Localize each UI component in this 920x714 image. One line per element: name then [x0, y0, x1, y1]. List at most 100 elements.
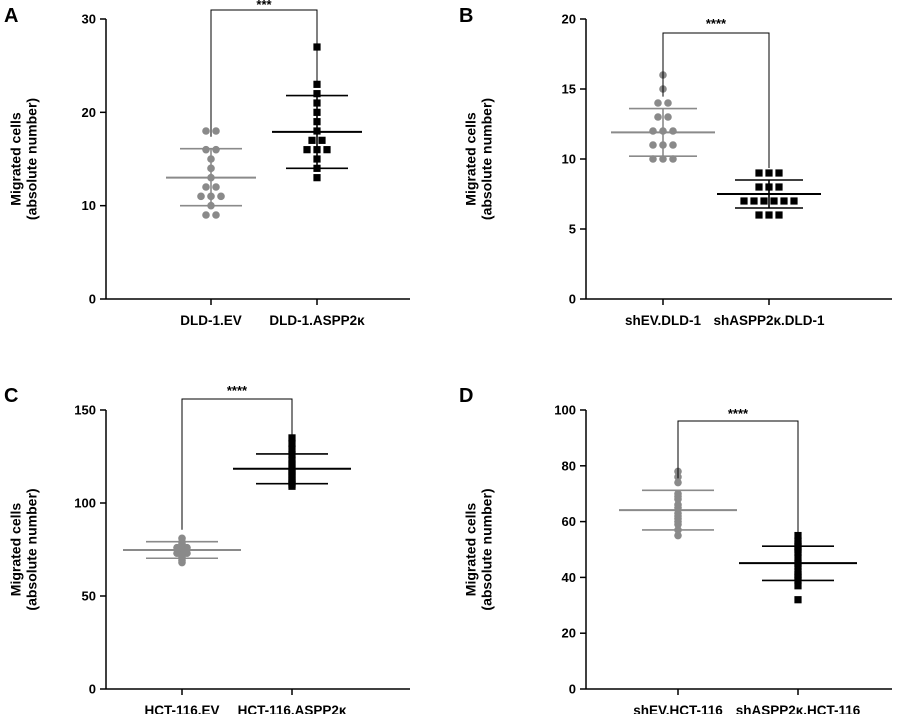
data-point [202, 127, 210, 135]
y-axis-label-line2: (absolute number) [24, 488, 40, 610]
y-tick-label: 20 [562, 626, 576, 641]
significance-label: **** [227, 383, 248, 398]
y-axis-label: Migrated cells(absolute number) [8, 98, 40, 220]
data-point [212, 145, 220, 154]
data-point [649, 155, 657, 163]
data-point [212, 183, 220, 191]
x-category-label: HCT-116.ASPP2κ [238, 703, 347, 714]
data-point [669, 155, 677, 163]
y-tick-label: 0 [89, 682, 96, 697]
y-tick-label: 20 [562, 12, 576, 27]
panel-c: C Migrated cells(absolute number) 0 50 100 15… [4, 383, 410, 714]
data-point [664, 113, 672, 121]
y-tick-label: 5 [569, 222, 576, 237]
data-point [649, 141, 657, 149]
data-point [760, 197, 768, 205]
significance-label: *** [256, 0, 272, 12]
data-point [212, 211, 220, 219]
data-point [178, 558, 186, 567]
data-point [775, 169, 783, 177]
y-axis-label: Migrated cells(absolute number) [8, 488, 40, 610]
data-point [308, 136, 316, 144]
y-axis-label-line1: Migrated cells [8, 112, 24, 206]
data-point [740, 197, 748, 205]
data-point [202, 183, 210, 191]
panel-d: D Migrated cells(absolute number) 0 20 40 60 8… [459, 385, 892, 714]
data-point [794, 596, 802, 604]
data-point [775, 183, 783, 191]
y-tick-label: 40 [562, 570, 576, 585]
data-point [202, 145, 210, 154]
data-point [303, 146, 311, 154]
data-point [669, 127, 677, 135]
significance-bracket [662, 32, 770, 168]
y-tick-label: 100 [74, 496, 96, 511]
x-category-label: shEV.HCT-116 [633, 703, 723, 714]
data-point [755, 169, 763, 177]
panel-letter: D [459, 385, 473, 407]
x-category-label: HCT-116.EV [144, 703, 219, 714]
data-point [288, 445, 296, 453]
data-point [288, 482, 296, 490]
x-category-label: shEV.DLD-1 [625, 313, 702, 328]
y-tick-label: 0 [569, 682, 576, 697]
data-point [217, 192, 225, 201]
x-category-label: DLD-1.ASPP2κ [269, 313, 365, 328]
x-category-label: DLD-1.EV [180, 313, 242, 328]
y-axis-label: Migrated cells(absolute number) [463, 98, 495, 220]
y-axis-label-line2: (absolute number) [479, 98, 495, 220]
y-tick-label: 50 [82, 589, 96, 604]
y-tick-label: 10 [562, 152, 576, 167]
y-tick-label: 100 [554, 403, 576, 418]
data-point [794, 531, 802, 540]
data-point [313, 174, 321, 182]
data-point [750, 197, 758, 205]
data-point [197, 192, 205, 201]
panel-letter: C [4, 385, 18, 407]
y-tick-label: 30 [82, 12, 96, 27]
data-point [202, 211, 210, 219]
data-point [654, 113, 662, 121]
y-axis-label-line2: (absolute number) [24, 98, 40, 220]
data-point [288, 439, 296, 448]
data-point [755, 183, 763, 191]
y-axis-label-line1: Migrated cells [463, 112, 479, 206]
data-point [790, 197, 798, 205]
significance-bracket [677, 420, 799, 535]
y-tick-label: 60 [562, 514, 576, 529]
panel-a: A Migrated cells(absolute number) 0 10 20 30 D… [4, 0, 410, 328]
significance-bracket [181, 398, 293, 530]
y-tick-label: 20 [82, 105, 96, 120]
data-point [669, 141, 677, 149]
significance-label: **** [706, 16, 727, 31]
panel-letter: A [4, 5, 18, 27]
y-tick-label: 10 [82, 198, 96, 213]
y-tick-label: 0 [89, 292, 96, 307]
data-point [674, 478, 682, 487]
data-point [323, 146, 331, 154]
y-axis-label: Migrated cells(absolute number) [463, 488, 495, 610]
significance-bracket [210, 9, 318, 137]
x-category-label: shASPP2κ.HCT-116 [736, 703, 861, 714]
data-point [318, 136, 326, 144]
y-tick-label: 150 [74, 403, 96, 418]
data-point [649, 127, 657, 135]
data-point [212, 127, 220, 135]
panel-letter: B [459, 5, 473, 27]
data-point [765, 169, 773, 177]
y-tick-label: 15 [562, 82, 576, 97]
data-point [654, 99, 662, 107]
panel-b: B Migrated cells(absolute number) 0 5 10 15 20… [459, 5, 892, 328]
data-point [313, 90, 321, 98]
y-axis-label-line1: Migrated cells [463, 503, 479, 597]
x-category-label: shASPP2κ.DLD-1 [713, 313, 825, 328]
data-point [765, 211, 773, 219]
data-point [794, 582, 802, 590]
data-point [775, 211, 783, 219]
data-point [674, 531, 682, 540]
y-tick-label: 80 [562, 458, 576, 473]
data-point [780, 197, 788, 205]
significance-label: **** [728, 406, 749, 421]
y-axis-label-line1: Migrated cells [8, 503, 24, 597]
